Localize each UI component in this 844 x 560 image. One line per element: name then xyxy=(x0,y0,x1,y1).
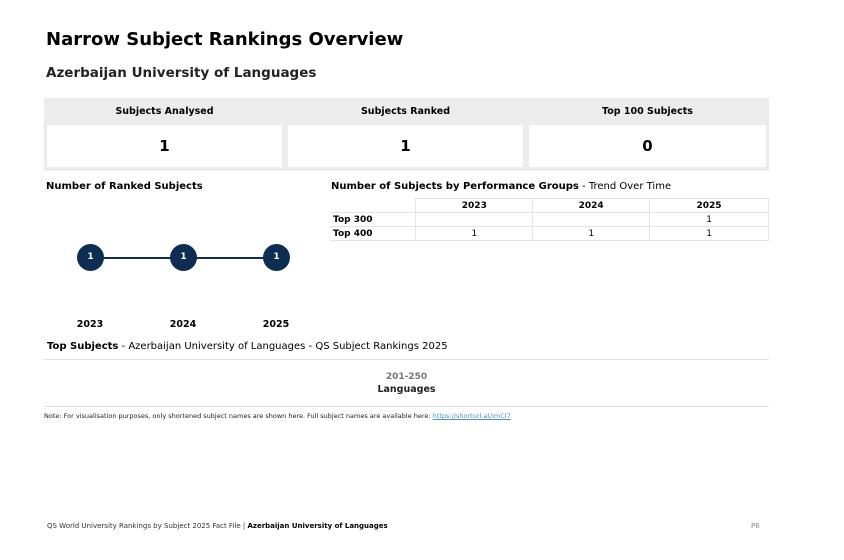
table-header-row: 2023 2024 2025 xyxy=(330,198,769,213)
table-cell: 1 xyxy=(415,226,534,241)
footer-text: QS World University Rankings by Subject … xyxy=(47,522,248,530)
table-header-year: 2025 xyxy=(649,198,769,213)
row-label: Top 300 xyxy=(330,212,417,227)
footnote-text: Note: For visualisation purposes, only s… xyxy=(44,412,433,420)
top-subjects-heading: Top Subjects - Azerbaijan University of … xyxy=(47,341,448,352)
footer-university: Azerbaijan University of Languages xyxy=(247,522,388,530)
stat-subjects-ranked: Subjects Ranked 1 xyxy=(285,98,526,171)
performance-groups-table: 2023 2024 2025 Top 300 1 Top 400 1 1 1 xyxy=(330,198,769,241)
table-cell: 1 xyxy=(649,226,769,241)
top-subjects-label: Top Subjects xyxy=(47,341,119,352)
stat-label: Top 100 Subjects xyxy=(602,106,693,117)
table-header-year: 2024 xyxy=(532,198,651,213)
ranked-subjects-timeline: 1 1 1 2023 2024 2025 xyxy=(46,236,326,336)
stat-value: 1 xyxy=(47,125,282,167)
stats-panel: Subjects Analysed 1 Subjects Ranked 1 To… xyxy=(44,98,769,171)
table-cell xyxy=(415,212,534,227)
subject-names-link[interactable]: https://shorturl.at/imCI7 xyxy=(432,412,511,420)
performance-groups-title: Number of Subjects by Performance Groups… xyxy=(331,181,671,192)
stat-value: 1 xyxy=(288,125,523,167)
divider xyxy=(44,406,769,407)
stat-top-100-subjects: Top 100 Subjects 0 xyxy=(526,98,769,171)
timeline-node-2025: 1 xyxy=(263,244,290,271)
subject-rank-range: 201-250 xyxy=(385,372,428,382)
page-title: Narrow Subject Rankings Overview xyxy=(46,29,404,50)
stat-label: Subjects Ranked xyxy=(360,106,451,117)
timeline-year-2024: 2024 xyxy=(169,319,197,330)
stat-label: Subjects Analysed xyxy=(115,106,214,117)
performance-title-main: Number of Subjects by Performance Groups xyxy=(331,181,579,192)
performance-title-suffix: - Trend Over Time xyxy=(578,181,672,192)
table-row: Top 400 1 1 1 xyxy=(330,226,769,241)
page-footer: QS World University Rankings by Subject … xyxy=(47,522,388,530)
ranked-subjects-title: Number of Ranked Subjects xyxy=(46,181,203,192)
table-corner xyxy=(330,198,417,213)
table-cell: 1 xyxy=(649,212,769,227)
timeline-year-2025: 2025 xyxy=(262,319,290,330)
row-label: Top 400 xyxy=(330,226,417,241)
timeline-node-2024: 1 xyxy=(170,244,197,271)
page-number: P6 xyxy=(751,522,760,530)
footnote: Note: For visualisation purposes, only s… xyxy=(44,412,511,420)
stat-value: 0 xyxy=(529,125,766,167)
table-cell xyxy=(532,212,651,227)
table-header-year: 2023 xyxy=(415,198,534,213)
table-row: Top 300 1 xyxy=(330,212,769,227)
divider xyxy=(44,359,769,360)
stat-subjects-analysed: Subjects Analysed 1 xyxy=(44,98,285,171)
subject-name: Languages xyxy=(377,384,436,395)
table-cell: 1 xyxy=(532,226,651,241)
timeline-year-2023: 2023 xyxy=(76,319,104,330)
university-subtitle: Azerbaijan University of Languages xyxy=(46,65,317,81)
timeline-node-2023: 1 xyxy=(77,244,104,271)
top-subjects-context: - Azerbaijan University of Languages - Q… xyxy=(118,341,448,352)
